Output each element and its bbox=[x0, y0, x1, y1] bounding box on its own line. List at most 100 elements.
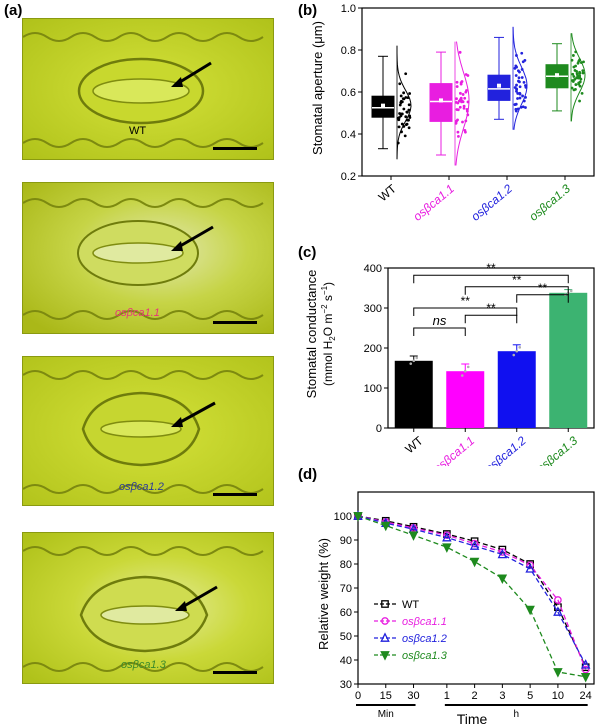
data-point bbox=[460, 374, 464, 377]
significance-bracket bbox=[464, 314, 518, 324]
y-unit-part: mmol H bbox=[321, 341, 335, 382]
data-point bbox=[575, 72, 579, 76]
data-point bbox=[581, 69, 585, 73]
data-point bbox=[573, 69, 577, 72]
data-point bbox=[522, 81, 526, 84]
data-point bbox=[517, 76, 521, 80]
y-tick-label: 60 bbox=[340, 607, 352, 619]
scale-bar bbox=[213, 671, 257, 674]
data-point bbox=[397, 125, 401, 129]
data-point bbox=[402, 107, 406, 111]
data-point bbox=[553, 606, 563, 616]
data-point bbox=[521, 94, 524, 98]
x-group-label: h bbox=[513, 709, 519, 720]
y-tick-label: 30 bbox=[340, 679, 352, 691]
y-tick-label: 400 bbox=[364, 263, 382, 275]
micrograph-image bbox=[23, 19, 273, 159]
data-point bbox=[400, 122, 404, 126]
bar bbox=[549, 292, 588, 428]
data-point bbox=[399, 94, 403, 98]
data-point bbox=[570, 58, 574, 62]
mean-marker bbox=[555, 73, 559, 78]
legend-marker bbox=[381, 600, 389, 608]
data-point bbox=[513, 66, 517, 70]
data-point bbox=[405, 110, 409, 114]
data-point bbox=[457, 99, 461, 103]
scale-bar bbox=[213, 493, 257, 496]
data-point bbox=[516, 107, 520, 111]
y-tick-label: 100 bbox=[334, 511, 352, 523]
data-point bbox=[578, 58, 581, 62]
data-point bbox=[408, 531, 419, 541]
x-tick-label: WT bbox=[376, 181, 400, 204]
y-tick-label: 100 bbox=[364, 383, 382, 395]
data-point bbox=[464, 90, 468, 94]
data-point bbox=[574, 88, 577, 91]
data-point bbox=[571, 79, 574, 82]
x-tick-label: osβca1.3 bbox=[526, 181, 573, 223]
data-point bbox=[455, 108, 459, 111]
legend-marker bbox=[381, 617, 389, 625]
data-point bbox=[520, 76, 524, 79]
data-point bbox=[442, 543, 452, 553]
x-tick-label: osβca1.2 bbox=[482, 433, 529, 466]
significance-label: ** bbox=[486, 301, 496, 315]
bar bbox=[497, 351, 536, 428]
series-1 bbox=[354, 512, 590, 674]
y-unit-sup: −1 bbox=[320, 285, 329, 295]
data-point bbox=[409, 362, 413, 365]
data-point bbox=[455, 97, 458, 101]
data-point bbox=[407, 103, 411, 107]
data-point bbox=[574, 64, 577, 68]
x-tick-label: 0 bbox=[355, 690, 361, 702]
data-point bbox=[498, 545, 507, 554]
x-tick-label: 24 bbox=[580, 690, 592, 702]
y-unit-sup: −2 bbox=[320, 304, 329, 314]
y-axis-label: Relative weight (%) bbox=[316, 538, 331, 650]
y-axis-label: Stomatal aperture (μm) bbox=[310, 21, 325, 155]
data-point bbox=[466, 365, 470, 369]
chart-legend: WT osβca1.1 osβca1.2 osβca1.3 bbox=[374, 599, 448, 662]
data-point bbox=[524, 95, 527, 99]
chart-marks bbox=[371, 26, 586, 166]
legend-label: WT bbox=[402, 599, 419, 611]
micrograph-wt: WT bbox=[22, 18, 274, 160]
x-axis-label: Time bbox=[457, 711, 488, 727]
data-point bbox=[579, 77, 583, 81]
y-tick-label: 0.4 bbox=[341, 129, 356, 141]
data-point bbox=[570, 86, 574, 90]
y-tick-label: 0.8 bbox=[341, 45, 356, 57]
data-point bbox=[573, 77, 577, 81]
data-point bbox=[463, 96, 467, 100]
data-point bbox=[469, 557, 480, 568]
y-unit-part: s bbox=[321, 295, 335, 304]
data-point bbox=[455, 85, 459, 88]
x-tick-label: 5 bbox=[527, 690, 533, 702]
data-point bbox=[456, 130, 460, 134]
y-tick-label: 0.2 bbox=[341, 171, 356, 183]
legend-label: osβca1.2 bbox=[402, 633, 447, 645]
data-point bbox=[518, 96, 522, 100]
data-point bbox=[518, 91, 522, 95]
micrograph-image bbox=[23, 357, 273, 505]
data-point bbox=[461, 93, 465, 96]
mean-marker bbox=[381, 103, 385, 108]
data-point bbox=[571, 72, 575, 76]
data-point bbox=[456, 101, 460, 105]
data-point bbox=[408, 92, 412, 95]
data-point bbox=[398, 82, 402, 86]
data-point bbox=[397, 118, 401, 122]
data-point bbox=[464, 119, 468, 123]
significance-bracket bbox=[464, 286, 569, 295]
y-tick-label: 0 bbox=[376, 423, 382, 435]
data-point bbox=[405, 118, 409, 122]
data-point bbox=[516, 97, 519, 100]
data-point bbox=[415, 356, 419, 360]
significance-label: ** bbox=[486, 261, 496, 275]
data-point bbox=[514, 102, 518, 106]
data-point bbox=[513, 86, 517, 89]
chart-marks: ns ** ** ** ** ** bbox=[394, 261, 588, 428]
y-tick-label: 300 bbox=[364, 303, 382, 315]
y-tick-label: 90 bbox=[340, 535, 352, 547]
